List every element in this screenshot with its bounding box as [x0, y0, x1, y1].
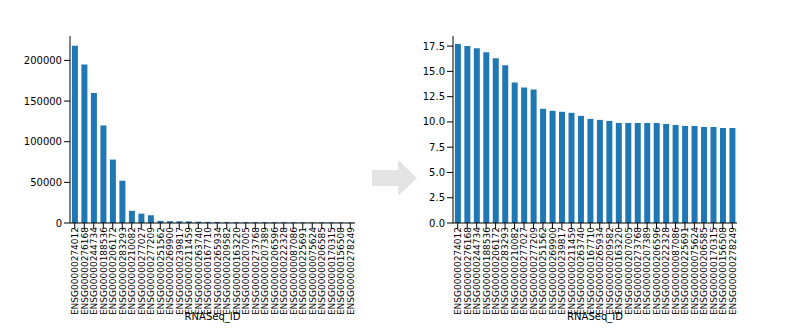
svg-text:ENSG00000211459: ENSG00000211459: [566, 227, 577, 316]
svg-text:ENSG00000163220: ENSG00000163220: [614, 227, 625, 316]
svg-text:ENSG00000087086: ENSG00000087086: [289, 227, 299, 315]
svg-text:ENSG00000170315: ENSG00000170315: [327, 227, 337, 315]
svg-text:ENSG00000239817: ENSG00000239817: [557, 227, 568, 316]
svg-text:10.0: 10.0: [423, 116, 445, 127]
svg-text:ENSG00000206585: ENSG00000206585: [317, 227, 327, 315]
svg-text:150000: 150000: [24, 96, 62, 107]
svg-text:ENSG00000283293: ENSG00000283293: [118, 227, 128, 315]
svg-text:ENSG00000265934: ENSG00000265934: [213, 227, 223, 315]
svg-text:ENSG00000244734: ENSG00000244734: [89, 227, 99, 315]
svg-text:ENSG00000263740: ENSG00000263740: [576, 227, 587, 316]
svg-text:RNASeq_ID: RNASeq_ID: [185, 311, 241, 323]
svg-text:ENSG00000156508: ENSG00000156508: [336, 227, 346, 315]
svg-text:ENSG00000209582: ENSG00000209582: [222, 227, 232, 315]
svg-text:ENSG00000222328: ENSG00000222328: [279, 227, 289, 315]
svg-text:ENSG00000273768: ENSG00000273768: [251, 227, 261, 315]
svg-text:ENSG00000170315: ENSG00000170315: [708, 227, 719, 316]
svg-text:ENSG00000269900: ENSG00000269900: [547, 227, 558, 316]
svg-text:ENSG00000156508: ENSG00000156508: [718, 227, 729, 316]
svg-text:ENSG00000206596: ENSG00000206596: [651, 227, 662, 316]
svg-text:RNASeq_ID: RNASeq_ID: [567, 311, 623, 323]
svg-text:ENSG00000277209: ENSG00000277209: [146, 227, 156, 315]
svg-text:ENSG00000273768: ENSG00000273768: [633, 227, 643, 316]
svg-text:ENSG00000225691: ENSG00000225691: [298, 227, 308, 315]
svg-text:ENSG00000211459: ENSG00000211459: [184, 227, 194, 315]
svg-text:ENSG00000167710: ENSG00000167710: [585, 227, 596, 316]
svg-text:ENSG00000276168: ENSG00000276168: [462, 227, 473, 316]
svg-text:5.0: 5.0: [429, 167, 445, 178]
svg-text:ENSG00000278249: ENSG00000278249: [346, 227, 356, 315]
svg-text:ENSG00000239817: ENSG00000239817: [175, 227, 185, 315]
svg-text:2.5: 2.5: [429, 192, 445, 203]
svg-text:ENSG00000277027: ENSG00000277027: [519, 227, 530, 316]
svg-text:ENSG00000207389: ENSG00000207389: [260, 227, 270, 315]
svg-text:ENSG00000278249: ENSG00000278249: [728, 227, 738, 315]
svg-text:ENSG00000276168: ENSG00000276168: [80, 227, 90, 315]
svg-text:ENSG00000251562: ENSG00000251562: [538, 227, 549, 316]
svg-text:ENSG00000274012: ENSG00000274012: [453, 227, 464, 316]
svg-text:ENSG00000167710: ENSG00000167710: [203, 227, 213, 315]
svg-text:100000: 100000: [24, 136, 62, 147]
svg-text:17.5: 17.5: [423, 41, 445, 52]
svg-text:ENSG00000225691: ENSG00000225691: [680, 227, 691, 316]
svg-text:ENSG00000222328: ENSG00000222328: [661, 227, 672, 316]
svg-text:ENSG00000206585: ENSG00000206585: [699, 227, 710, 316]
svg-text:0.0: 0.0: [429, 218, 445, 229]
svg-text:ENSG00000188536: ENSG00000188536: [481, 227, 492, 316]
svg-text:ENSG00000207005: ENSG00000207005: [623, 227, 634, 316]
svg-text:12.5: 12.5: [423, 91, 445, 102]
svg-text:ENSG00000206172: ENSG00000206172: [108, 227, 118, 315]
svg-text:ENSG00000075624: ENSG00000075624: [308, 227, 318, 315]
svg-text:ENSG00000277209: ENSG00000277209: [528, 227, 539, 316]
svg-text:ENSG00000207005: ENSG00000207005: [241, 227, 251, 315]
svg-text:ENSG00000210082: ENSG00000210082: [127, 227, 137, 315]
svg-text:ENSG00000206172: ENSG00000206172: [491, 227, 501, 316]
svg-text:ENSG00000206596: ENSG00000206596: [270, 227, 280, 315]
svg-text:7.5: 7.5: [429, 142, 445, 153]
svg-text:50000: 50000: [30, 177, 62, 188]
svg-text:ENSG00000075624: ENSG00000075624: [689, 227, 700, 316]
svg-text:0: 0: [56, 218, 62, 229]
svg-text:200000: 200000: [24, 55, 62, 66]
svg-text:ENSG00000188536: ENSG00000188536: [99, 227, 109, 315]
svg-text:ENSG00000087086: ENSG00000087086: [670, 227, 681, 316]
svg-text:ENSG00000277027: ENSG00000277027: [137, 227, 147, 315]
svg-text:ENSG00000251562: ENSG00000251562: [156, 227, 166, 315]
svg-text:ENSG00000265934: ENSG00000265934: [595, 227, 606, 316]
svg-text:ENSG00000283293: ENSG00000283293: [500, 227, 511, 316]
svg-text:ENSG00000163220: ENSG00000163220: [232, 227, 242, 315]
svg-text:ENSG00000209582: ENSG00000209582: [604, 227, 615, 316]
svg-text:15.0: 15.0: [423, 66, 445, 77]
svg-text:ENSG00000210082: ENSG00000210082: [509, 227, 520, 316]
svg-text:ENSG00000274012: ENSG00000274012: [70, 227, 80, 315]
svg-text:ENSG00000263740: ENSG00000263740: [194, 227, 204, 315]
svg-text:ENSG00000207389: ENSG00000207389: [642, 227, 653, 316]
svg-text:ENSG00000244734: ENSG00000244734: [472, 227, 483, 316]
svg-text:ENSG00000269900: ENSG00000269900: [165, 227, 175, 315]
